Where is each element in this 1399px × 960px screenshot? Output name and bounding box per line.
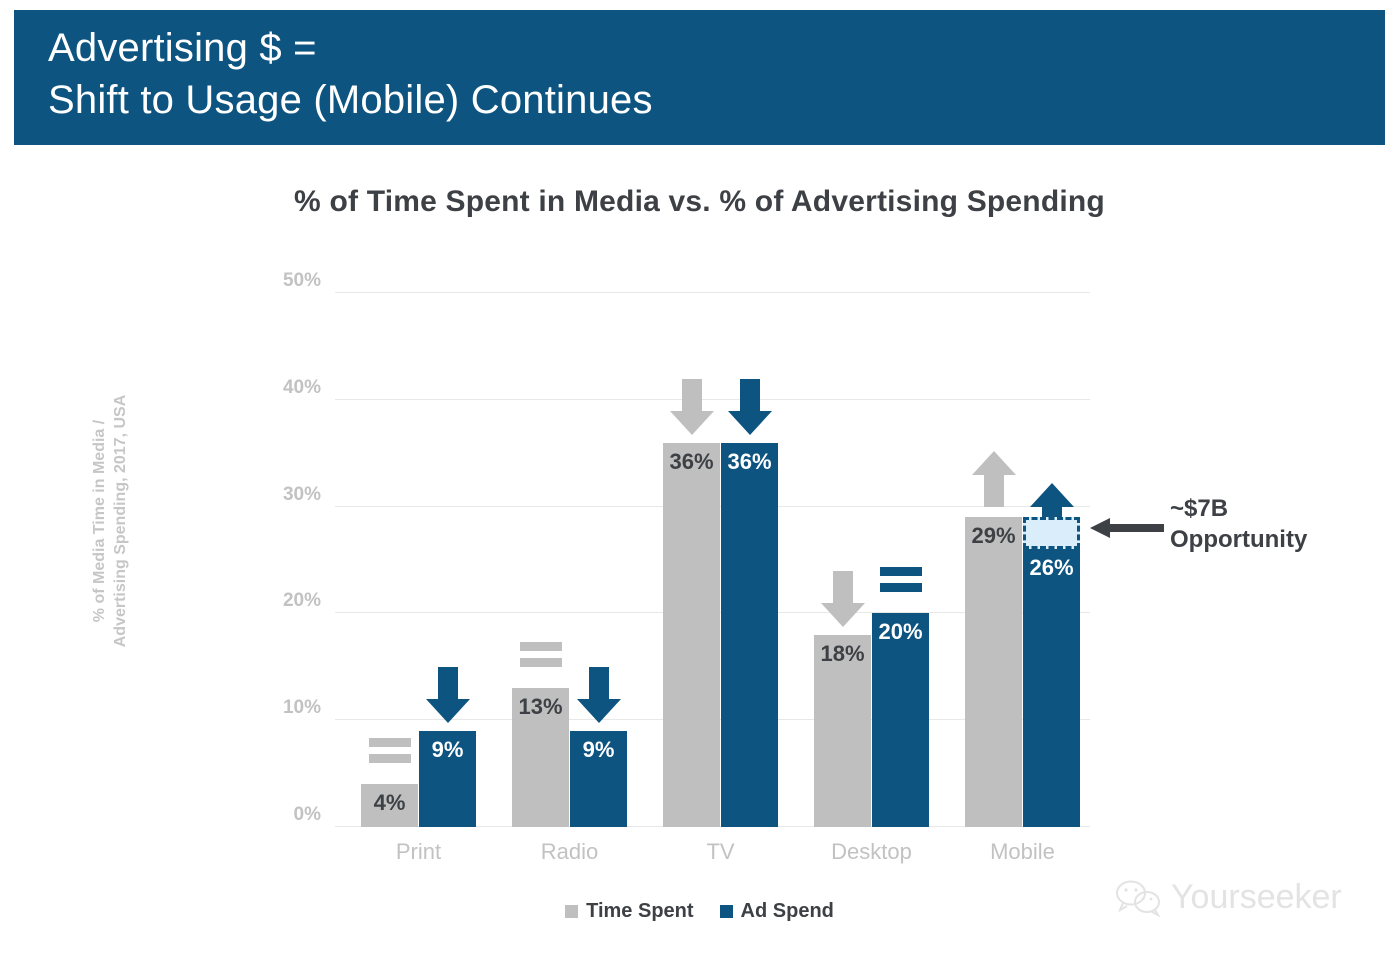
trend-marker-up-icon: [1029, 481, 1075, 543]
bar-tv-ad-spend[interactable]: 36%: [721, 442, 778, 827]
bar-group-tv: 36% 36%: [663, 293, 778, 827]
trend-marker-equals-icon: [878, 545, 924, 607]
watermark: Yourseeker: [1115, 878, 1342, 917]
y-axis-tick-label: 30%: [282, 483, 321, 505]
bar-value-label: 18%: [820, 640, 865, 666]
bar-group-print: 4% 9%: [361, 293, 476, 827]
bar-value-label: 36%: [669, 448, 714, 474]
x-axis-label-radio: Radio: [540, 839, 599, 864]
bar-group-desktop: 18% 20%: [814, 293, 929, 827]
legend-label: Time Spent: [586, 900, 694, 922]
y-axis-tick-label: 40%: [282, 376, 321, 398]
trend-marker-down-icon: [425, 663, 471, 725]
trend-marker-down-icon: [820, 567, 866, 629]
y-axis-title: % of Media Time in Media / Advertising S…: [91, 394, 129, 648]
legend-item-time-spent[interactable]: Time Spent: [565, 900, 694, 923]
x-axis-label-print: Print: [395, 839, 442, 864]
x-axis-label-tv: TV: [706, 839, 735, 864]
bar-group-mobile: 29% 26%: [965, 293, 1080, 827]
trend-marker-down-icon: [576, 663, 622, 725]
bar-mobile-time-spent[interactable]: 29%: [965, 517, 1022, 827]
legend-swatch: [719, 905, 733, 918]
bar-radio-time-spent[interactable]: 13%: [512, 688, 569, 827]
bar-desktop-ad-spend[interactable]: 20%: [872, 613, 929, 827]
wechat-icon: [1115, 879, 1161, 917]
y-axis-tick-label: 50%: [282, 270, 321, 291]
trend-marker-equals-icon: [518, 620, 564, 682]
bar-value-label: 9%: [431, 736, 464, 762]
bar-value-label: 36%: [727, 448, 772, 474]
plot-area: 0% 10% 20% 30% 40% 50% 4% 9% 13% 9% 36% 36% 18% 20% 29…: [283, 270, 1307, 827]
bar-value-label: 29%: [971, 523, 1016, 549]
legend-swatch: [565, 905, 579, 918]
bar-value-label: 26%: [1029, 555, 1074, 581]
trend-marker-up-icon: [971, 449, 1017, 511]
chart-legend: Time Spent Ad Spend: [0, 900, 1399, 923]
y-axis-tick-label: 0%: [293, 804, 321, 825]
gridline: [335, 292, 1090, 293]
bar-value-label: 4%: [373, 790, 406, 816]
legend-label: Ad Spend: [740, 900, 834, 922]
legend-item-ad-spend[interactable]: Ad Spend: [719, 900, 834, 923]
bar-value-label: 20%: [878, 619, 923, 645]
y-axis-tick-label: 20%: [282, 590, 321, 612]
y-axis-tick-label: 10%: [282, 697, 321, 719]
chart-title: % of Time Spent in Media vs. % of Advert…: [294, 185, 1105, 218]
bar-desktop-time-spent[interactable]: 18%: [814, 634, 871, 827]
bar-print-ad-spend[interactable]: 9%: [419, 730, 476, 827]
opportunity-arrow-icon: [1090, 516, 1164, 545]
bar-group-radio: 13% 9%: [512, 293, 627, 827]
bar-value-label: 13%: [518, 694, 563, 720]
bar-value-label: 9%: [582, 736, 615, 762]
trend-marker-down-icon: [727, 375, 773, 437]
watermark-label: Yourseeker: [1171, 878, 1342, 916]
gridline: [335, 398, 1090, 400]
bar-mobile-ad-spend[interactable]: 26%: [1023, 549, 1080, 827]
x-axis-label-desktop: Desktop: [831, 839, 912, 864]
x-axis-label-mobile: Mobile: [990, 839, 1055, 864]
trend-marker-down-icon: [669, 375, 715, 437]
opportunity-callout-text: ~$7B Opportunity: [1170, 495, 1308, 554]
chart-container: % of Time Spent in Media vs. % of Advert…: [0, 145, 1399, 960]
opportunity-box: [1023, 517, 1080, 550]
trend-marker-equals-icon: [367, 716, 413, 778]
bar-print-time-spent[interactable]: 4%: [361, 784, 418, 827]
bar-radio-ad-spend[interactable]: 9%: [570, 730, 627, 827]
page-title: Advertising $ = Shift to Usage (Mobile) …: [48, 26, 653, 122]
bar-tv-time-spent[interactable]: 36%: [663, 442, 720, 827]
header-banner: Advertising $ = Shift to Usage (Mobile) …: [14, 10, 1385, 145]
